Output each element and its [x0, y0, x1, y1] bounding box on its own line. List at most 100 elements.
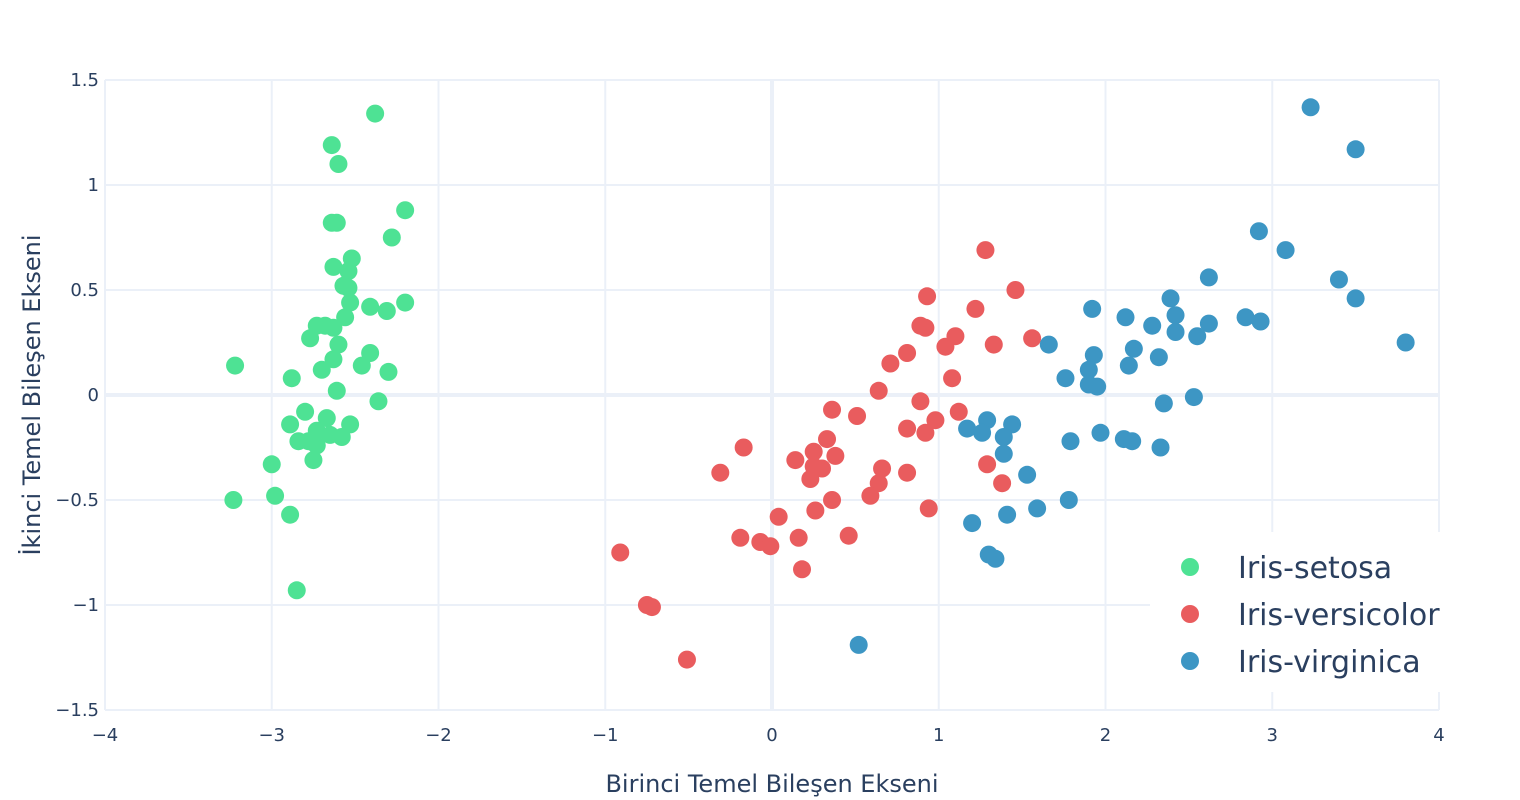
data-point: [1056, 369, 1075, 388]
data-point: [861, 486, 880, 505]
data-point: [804, 442, 823, 461]
data-point: [1039, 335, 1058, 354]
data-point: [839, 526, 858, 545]
data-point: [226, 356, 245, 375]
data-point: [1329, 270, 1348, 289]
data-point: [341, 293, 360, 312]
data-point: [1116, 308, 1135, 327]
data-point: [881, 354, 900, 373]
data-point: [826, 446, 845, 465]
data-point: [396, 201, 415, 220]
data-point: [677, 650, 696, 669]
data-point: [898, 463, 917, 482]
data-point: [1199, 314, 1218, 333]
data-point: [919, 499, 938, 518]
legend[interactable]: Iris-setosa Iris-versicolor Iris-virginica: [1150, 532, 1440, 692]
data-point: [1166, 323, 1185, 341]
data-point: [1119, 356, 1138, 375]
data-point: [1059, 491, 1078, 509]
data-point: [1079, 360, 1098, 379]
x-axis-title: Birinci Temel Bileşen Ekseni: [605, 770, 938, 798]
legend-label: Iris-virginica: [1238, 645, 1421, 680]
data-point: [918, 287, 937, 306]
data-point: [1084, 346, 1103, 365]
data-point: [994, 444, 1013, 463]
data-point: [1249, 222, 1268, 241]
data-point: [813, 459, 832, 478]
data-point: [1151, 438, 1170, 457]
data-point: [1199, 268, 1218, 287]
data-point: [1184, 388, 1203, 407]
data-point: [282, 369, 301, 388]
x-tick-label: 2: [1100, 725, 1111, 746]
data-point: [1143, 316, 1162, 335]
data-point: [304, 451, 323, 470]
data-point: [994, 428, 1013, 446]
y-tick-label: 1.5: [70, 70, 99, 91]
x-tick-label: −3: [258, 725, 285, 746]
data-point: [1006, 281, 1025, 299]
data-point: [734, 438, 753, 457]
x-tick-label: 0: [766, 725, 777, 746]
data-point: [973, 423, 992, 442]
data-point: [329, 335, 348, 354]
series-iris-virginica: [849, 98, 1415, 654]
x-tick-label: 1: [933, 725, 944, 746]
data-point: [978, 455, 997, 474]
x-tick-label: 3: [1267, 725, 1278, 746]
legend-marker: [1181, 652, 1199, 670]
data-point: [761, 537, 780, 556]
data-point: [731, 528, 750, 547]
data-point: [848, 407, 867, 425]
data-point: [301, 329, 320, 348]
data-point: [327, 213, 346, 232]
data-point: [793, 560, 812, 579]
data-point: [993, 474, 1012, 493]
y-tick-label: 0: [88, 385, 99, 406]
data-point: [1301, 98, 1320, 117]
data-point: [339, 278, 358, 297]
data-point: [801, 470, 820, 488]
data-point: [711, 463, 730, 482]
data-point: [976, 241, 995, 260]
data-point: [786, 451, 805, 470]
data-point: [352, 356, 371, 375]
data-point: [366, 104, 385, 123]
data-point: [369, 392, 388, 411]
data-point: [262, 455, 281, 474]
data-point: [377, 302, 396, 320]
data-point: [916, 318, 935, 337]
data-point: [1251, 312, 1270, 331]
data-point: [1083, 299, 1102, 318]
data-point: [281, 505, 300, 524]
data-point: [823, 400, 842, 419]
data-point: [986, 549, 1005, 568]
data-point: [916, 423, 935, 442]
legend-marker: [1181, 558, 1199, 576]
data-point: [873, 459, 892, 478]
y-tick-label: −0.5: [55, 490, 99, 511]
x-tick-label: −4: [92, 725, 119, 746]
data-point: [1166, 306, 1185, 325]
legend-label: Iris-setosa: [1238, 551, 1392, 586]
y-tick-label: 0.5: [70, 280, 99, 301]
data-point: [224, 491, 243, 509]
data-point: [1396, 333, 1415, 352]
legend-item-iris-setosa[interactable]: Iris-setosa: [1181, 551, 1392, 586]
legend-item-iris-versicolor[interactable]: Iris-versicolor: [1181, 598, 1440, 633]
data-point: [1236, 308, 1255, 327]
y-tick-label: −1.5: [55, 700, 99, 721]
data-point: [322, 136, 341, 155]
y-axis-ticks: −1.5 −1 −0.5 0 0.5 1 1.5: [55, 70, 99, 721]
data-points: [224, 98, 1415, 669]
data-point: [911, 392, 930, 411]
data-point: [1161, 289, 1180, 308]
data-point: [1018, 465, 1037, 484]
data-point: [1091, 423, 1110, 442]
data-point: [949, 402, 968, 421]
data-point: [327, 381, 346, 400]
legend-item-iris-virginica[interactable]: Iris-virginica: [1181, 645, 1421, 680]
x-tick-label: −2: [425, 725, 452, 746]
data-point: [324, 257, 343, 276]
